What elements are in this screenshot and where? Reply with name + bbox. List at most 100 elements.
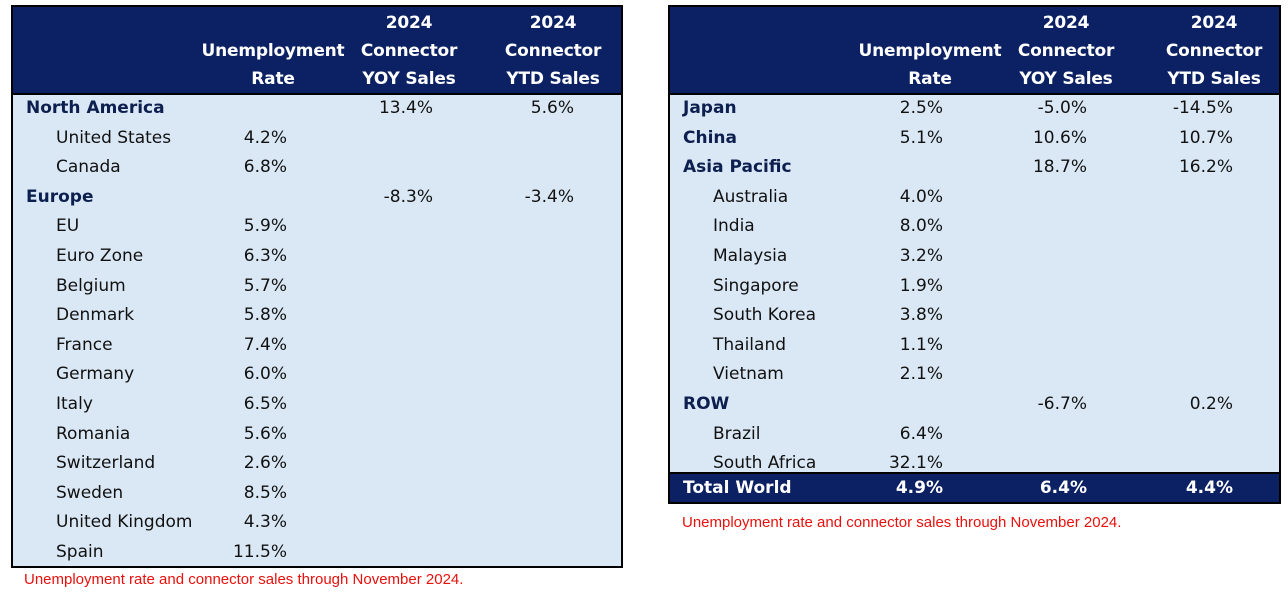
total-rate: 4.9% xyxy=(895,478,943,498)
header-text: Connector xyxy=(1165,41,1263,61)
table-row: Japan 2.5% -5.0% -14.5% xyxy=(670,95,1279,125)
table-row: Singapore 1.9% xyxy=(670,273,1279,303)
table-row: United Kingdom 4.3% xyxy=(13,509,621,539)
header-text: 2024 xyxy=(1190,13,1238,33)
unemployment-rate-cell: 1.9% xyxy=(899,275,943,296)
table-row: ROW -6.7% 0.2% xyxy=(670,391,1279,421)
header-text: YOY Sales xyxy=(1019,69,1113,89)
total-label: Total World xyxy=(683,478,792,498)
header-ytd-sales: 2024 Connector YTD Sales xyxy=(491,7,615,93)
table-row: Germany 6.0% xyxy=(13,361,621,391)
country-label: Spain xyxy=(56,542,104,562)
country-label: India xyxy=(713,216,755,237)
country-label: EU xyxy=(56,216,80,237)
table-row: South Korea 3.8% xyxy=(670,302,1279,332)
yoy-sales-cell: 10.6% xyxy=(1032,127,1087,148)
left-table: Unemployment Rate 2024 Connector YOY Sal… xyxy=(11,5,623,568)
country-label: Switzerland xyxy=(56,453,156,474)
yoy-sales-cell: -6.7% xyxy=(1037,394,1087,414)
table-row: Thailand 1.1% xyxy=(670,332,1279,362)
country-label: United Kingdom xyxy=(56,512,193,533)
table-row: Romania 5.6% xyxy=(13,421,621,451)
unemployment-rate-cell: 6.8% xyxy=(243,157,287,178)
country-label: Belgium xyxy=(56,275,126,296)
ytd-sales-cell: 5.6% xyxy=(530,98,574,118)
country-label: Sweden xyxy=(56,482,124,503)
header-text: YTD Sales xyxy=(1167,69,1261,89)
total-yoy: 6.4% xyxy=(1039,478,1087,498)
country-label: Malaysia xyxy=(713,246,788,266)
header-text: 2024 xyxy=(529,13,577,33)
region-label: North America xyxy=(26,98,165,118)
country-label: United States xyxy=(56,127,172,148)
header-text: Rate xyxy=(908,69,952,89)
header-text: Unemployment xyxy=(201,41,345,61)
yoy-sales-cell: 13.4% xyxy=(378,98,433,118)
total-ytd: 4.4% xyxy=(1185,478,1233,498)
table-row: United States 4.2% xyxy=(13,125,621,155)
yoy-sales-cell: -5.0% xyxy=(1037,98,1087,118)
table-row: India 8.0% xyxy=(670,213,1279,243)
table-row: Denmark 5.8% xyxy=(13,302,621,332)
country-label: Euro Zone xyxy=(56,246,144,266)
table-row: Spain 11.5% xyxy=(13,539,621,569)
unemployment-rate-cell: 2.1% xyxy=(899,364,943,385)
footnote-right: Unemployment rate and connector sales th… xyxy=(682,514,1122,531)
unemployment-rate-cell: 7.4% xyxy=(243,334,287,355)
table-row: Italy 6.5% xyxy=(13,391,621,421)
unemployment-rate-cell: 4.2% xyxy=(243,127,287,148)
header-text: Rate xyxy=(251,69,295,89)
unemployment-rate-cell: 1.1% xyxy=(899,334,943,355)
unemployment-rate-cell: 2.6% xyxy=(243,453,287,474)
ytd-sales-cell: -3.4% xyxy=(524,186,574,207)
ytd-sales-cell: 16.2% xyxy=(1178,157,1233,178)
country-label: France xyxy=(56,334,113,355)
unemployment-rate-cell: 4.0% xyxy=(899,186,943,207)
table-row: Malaysia 3.2% xyxy=(670,243,1279,273)
header-text: YOY Sales xyxy=(362,69,456,89)
table-header: Unemployment Rate 2024 Connector YOY Sal… xyxy=(13,7,621,95)
table-row: Asia Pacific 18.7% 16.2% xyxy=(670,154,1279,184)
header-text: Unemployment xyxy=(858,41,1002,61)
unemployment-rate-cell: 32.1% xyxy=(888,453,943,474)
country-label: South Korea xyxy=(713,305,817,326)
ytd-sales-cell: 0.2% xyxy=(1189,394,1233,414)
region-label: Asia Pacific xyxy=(683,157,792,178)
table-row: Canada 6.8% xyxy=(13,154,621,184)
table-row: Euro Zone 6.3% xyxy=(13,243,621,273)
country-label: Romania xyxy=(56,423,131,444)
header-yoy-sales: 2024 Connector YOY Sales xyxy=(355,7,463,93)
ytd-sales-cell: -14.5% xyxy=(1172,98,1233,118)
header-ytd-sales: 2024 Connector YTD Sales xyxy=(1152,7,1276,93)
right-table: Unemployment Rate 2024 Connector YOY Sal… xyxy=(668,5,1281,504)
yoy-sales-cell: 18.7% xyxy=(1032,157,1087,178)
header-unemployment-rate: Unemployment Rate xyxy=(848,7,1012,93)
table-row: EU 5.9% xyxy=(13,213,621,243)
header-unemployment-rate: Unemployment Rate xyxy=(191,7,355,93)
header-text: Connector xyxy=(360,41,458,61)
unemployment-rate-cell: 8.0% xyxy=(899,216,943,237)
table-row: Switzerland 2.6% xyxy=(13,450,621,480)
country-label: Germany xyxy=(56,364,135,385)
table-row: South Africa 32.1% xyxy=(670,450,1279,480)
header-text: Connector xyxy=(1017,41,1115,61)
total-world-row: Total World 4.9% 6.4% 4.4% xyxy=(670,472,1279,502)
table-row: Belgium 5.7% xyxy=(13,273,621,303)
country-label: Italy xyxy=(56,394,93,414)
table-row: China 5.1% 10.6% 10.7% xyxy=(670,125,1279,155)
unemployment-rate-cell: 5.1% xyxy=(899,127,943,148)
unemployment-rate-cell: 5.7% xyxy=(243,275,287,296)
country-label: Denmark xyxy=(56,305,135,326)
ytd-sales-cell: 10.7% xyxy=(1178,127,1233,148)
country-label: Singapore xyxy=(713,275,799,296)
unemployment-rate-cell: 3.2% xyxy=(899,246,943,266)
unemployment-rate-cell: 6.5% xyxy=(243,394,287,414)
yoy-sales-cell: -8.3% xyxy=(383,186,433,207)
table-row: North America 13.4% 5.6% xyxy=(13,95,621,125)
region-label: Japan xyxy=(683,98,737,118)
unemployment-rate-cell: 5.6% xyxy=(243,423,287,444)
region-label: Europe xyxy=(26,186,94,207)
region-label: ROW xyxy=(683,394,730,414)
country-label: Thailand xyxy=(713,334,787,355)
country-label: Brazil xyxy=(713,423,761,444)
